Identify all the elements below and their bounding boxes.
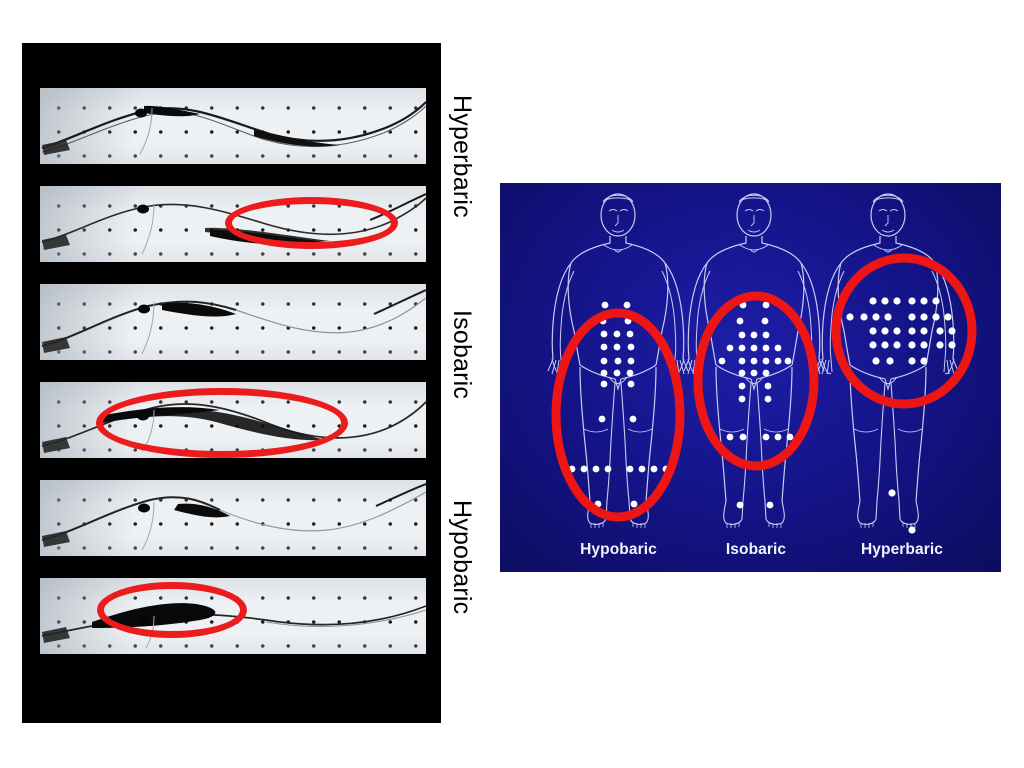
caption-hyperbaric: Hyperbaric — [861, 541, 943, 558]
film-strip-6 — [40, 578, 426, 654]
figure-hyperbaric-dots — [846, 297, 956, 534]
caption-hypobaric: Hypobaric — [580, 541, 657, 558]
bodymap-figures-svg — [547, 193, 977, 534]
film-strip-1 — [40, 88, 426, 164]
annotation-ellipse-figure-hypobaric — [551, 308, 685, 522]
label-hypobaric: Hypobaric — [448, 500, 476, 615]
contrast-column-trace-2 — [41, 193, 426, 255]
plate-shading-1 — [40, 88, 426, 164]
film-strip-5 — [40, 480, 426, 556]
label-isobaric: Isobaric — [448, 310, 476, 400]
annotation-ellipse-figure-isobaric — [693, 291, 819, 471]
radiograph-film-panel — [22, 43, 441, 723]
film-strip-2 — [40, 186, 426, 262]
annotation-ellipse-figure-hyperbaric — [831, 253, 977, 409]
contrast-column-trace-5 — [41, 483, 426, 551]
contrast-column-trace-3 — [41, 289, 426, 355]
contrast-column-trace-6 — [41, 603, 426, 649]
plate-shading-5 — [40, 480, 426, 556]
film-strip-4 — [40, 382, 426, 458]
film-strip-3 — [40, 284, 426, 360]
contrast-column-trace-4 — [41, 401, 426, 453]
figure-isobaric-dots — [718, 301, 794, 509]
contrast-column-trace-1 — [41, 101, 426, 155]
spinal-block-distribution-bodymap: Hypobaric Isobaric Hyperbaric — [500, 183, 1001, 572]
caption-isobaric: Isobaric — [725, 541, 787, 558]
label-hyperbaric: Hyperbaric — [448, 95, 476, 218]
